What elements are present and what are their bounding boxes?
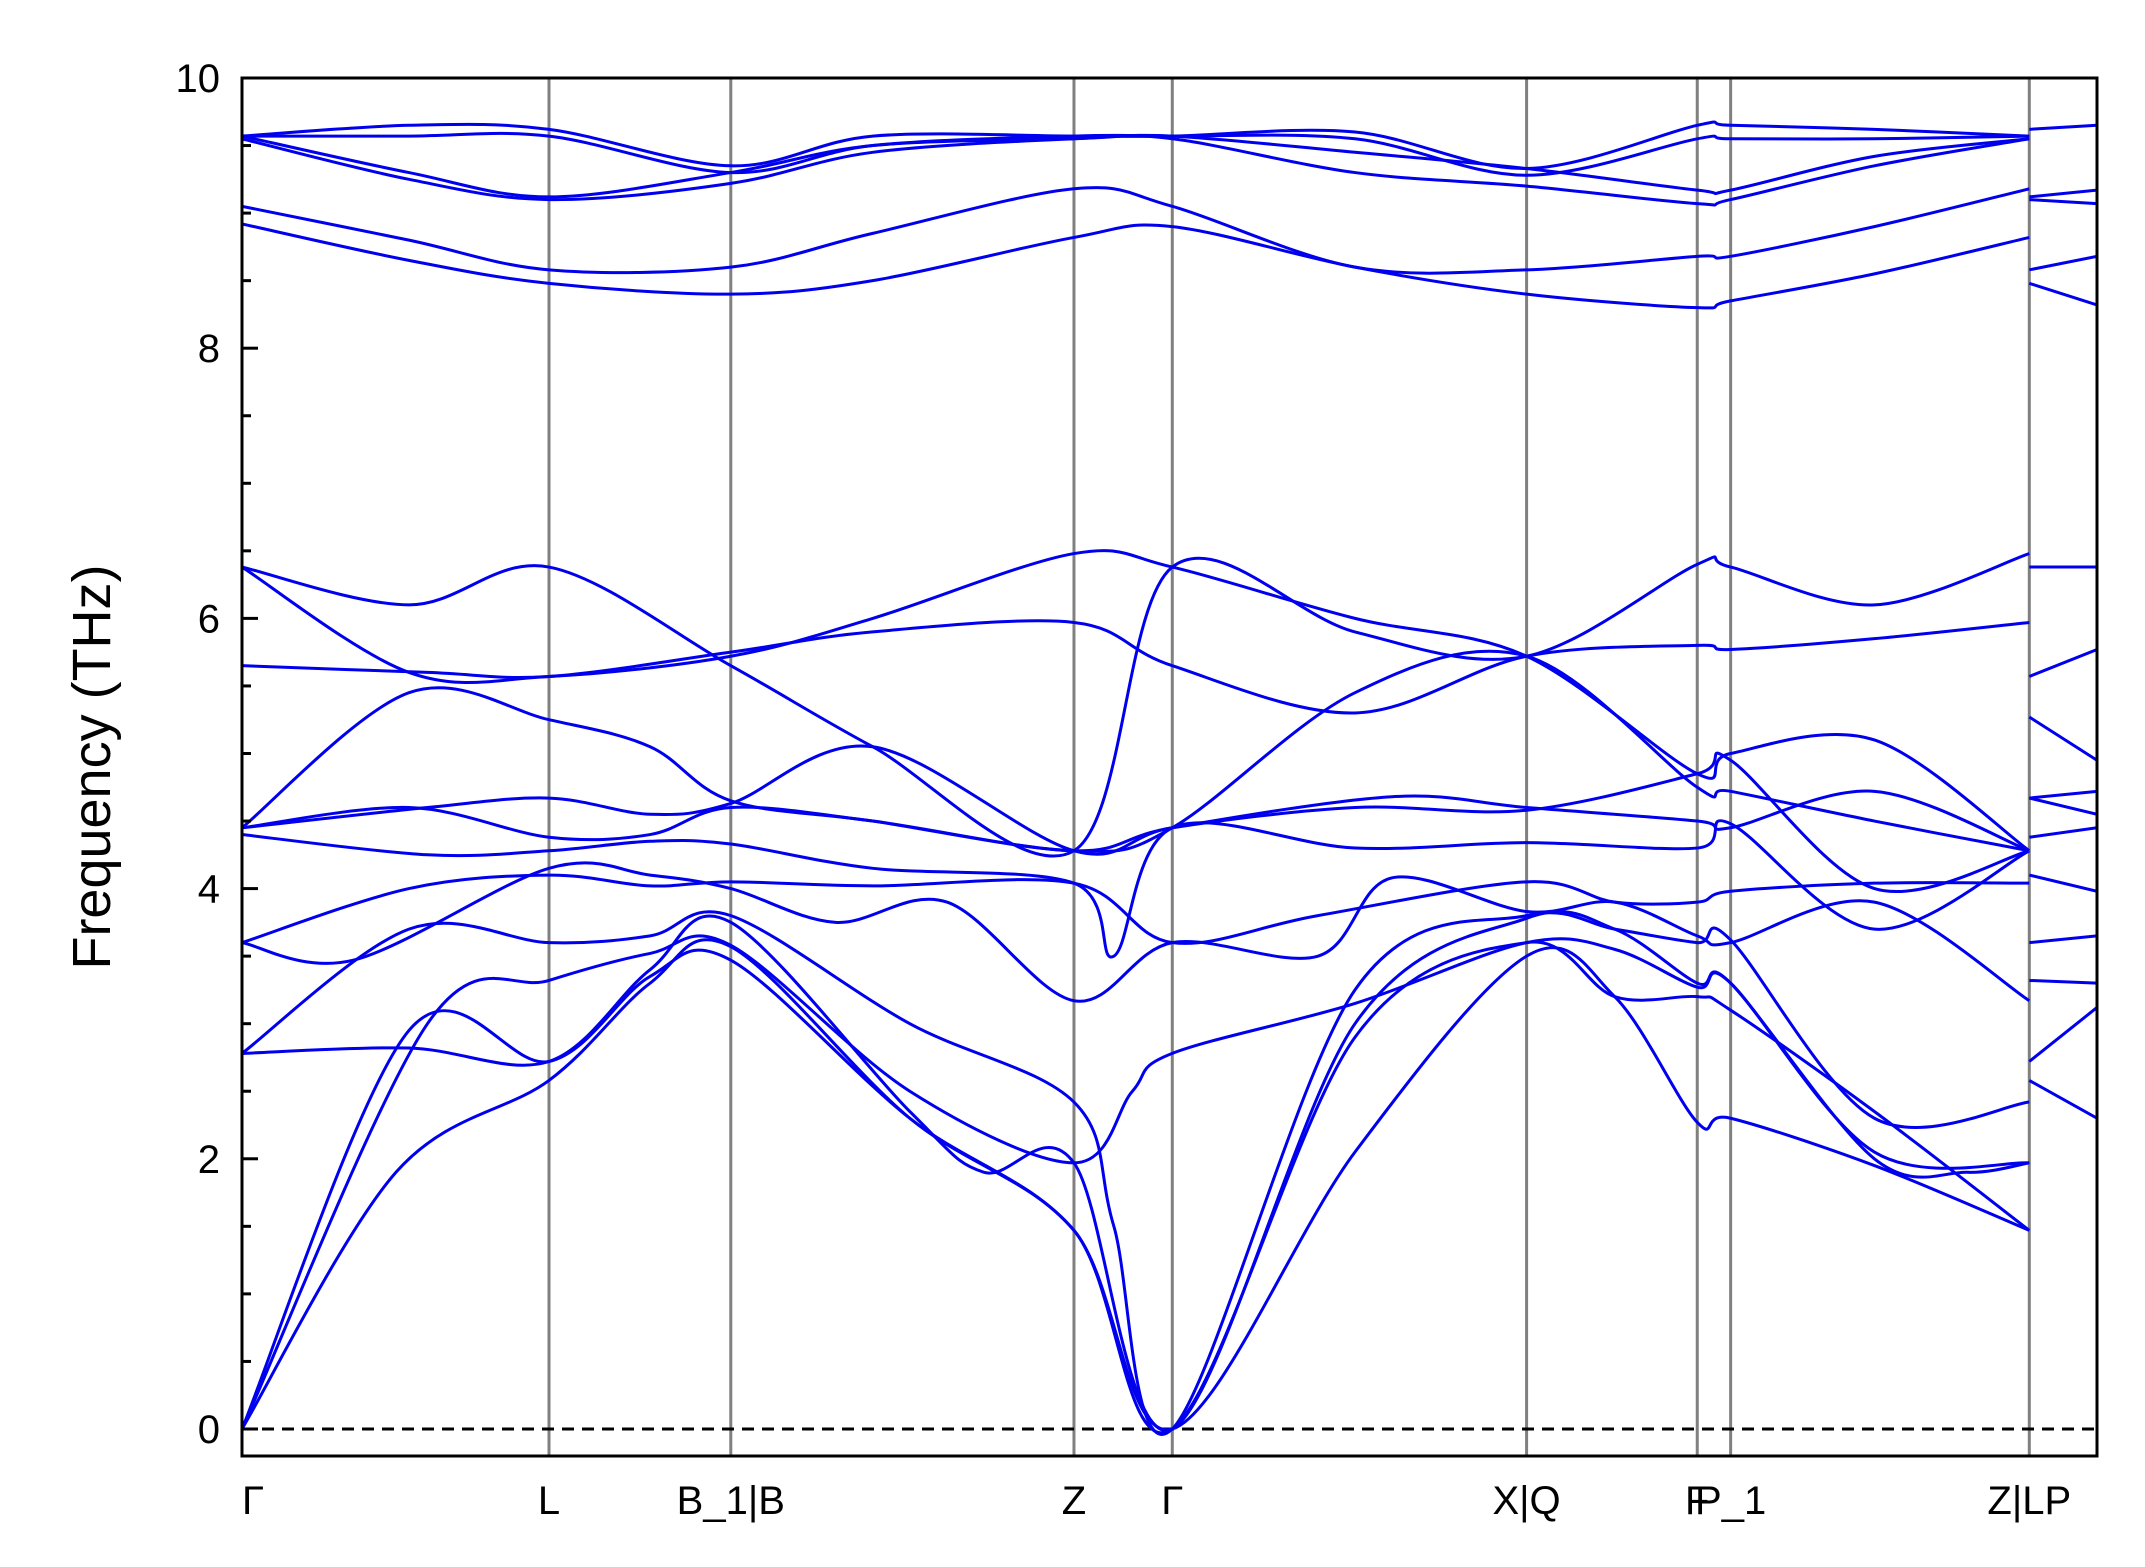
y-axis-ticks: 0 2 4 6 8 10 [176, 57, 258, 1452]
phonon-band-line [2029, 934, 2097, 945]
x-tick-label: B_1|B [677, 1479, 785, 1523]
phonon-band-line [2029, 198, 2097, 206]
phonon-band-line [2028, 873, 2097, 893]
x-tick-label: X|Q [1492, 1479, 1560, 1523]
plot-frame [240, 76, 2099, 1458]
phonon-band-line [242, 222, 2030, 310]
phonon-band-line [2029, 188, 2097, 199]
phonon-band-line [2028, 281, 2097, 307]
phonon-band-line [242, 186, 2030, 275]
x-tick-label: Γ [242, 1479, 264, 1523]
x-axis-kpoint-labels: Γ L B_1|B Z Γ X|Q FP_1 Z|LP [242, 1479, 2071, 1523]
phonon-band-line [242, 649, 2030, 853]
y-tick-label: 2 [198, 1138, 220, 1182]
phonon-band-line [2029, 826, 2097, 839]
y-tick-label: 10 [176, 57, 221, 101]
phonon-band-line [242, 819, 2030, 959]
y-tick-label: 6 [198, 597, 220, 641]
phonon-band-line [242, 619, 2030, 715]
phonon-band-line [242, 134, 2030, 207]
x-tick-label: P_1 [1695, 1479, 1766, 1523]
x-tick-label: L [538, 1479, 560, 1523]
x-tick-label: Z|LP [1987, 1479, 2071, 1523]
phonon-band-line [2029, 789, 2097, 800]
phonon-band-line [242, 120, 2030, 171]
x-tick-label: F [1685, 1479, 1709, 1523]
phonon-band-line [2028, 254, 2097, 272]
phonon-band-line [2028, 796, 2097, 816]
phonon-band-line [242, 133, 2030, 199]
phonon-band-line [242, 873, 2030, 945]
high-symmetry-separators [547, 78, 2031, 1456]
y-tick-label: 8 [198, 327, 220, 371]
phonon-band-line [242, 910, 2030, 1436]
phonon-band-line [2028, 715, 2097, 762]
phonon-band-line [242, 549, 2031, 852]
y-axis-title: Frequency (THz) [62, 564, 122, 969]
y-tick-label: 4 [198, 868, 220, 912]
phonon-band-line [2028, 648, 2097, 678]
phonon-band-line [2029, 123, 2097, 131]
phonon-band-line [242, 552, 2030, 858]
phonon-band-line [242, 789, 2030, 853]
phonon-band-line [242, 744, 2030, 894]
phonon-band-line [242, 938, 2030, 1432]
y-tick-label: 0 [198, 1408, 220, 1452]
x-tick-label: Z [1062, 1479, 1086, 1523]
phonon-band-line [242, 940, 2031, 1434]
phonon-band-line [242, 861, 2031, 1003]
x-tick-label: Γ [1161, 1479, 1183, 1523]
phonon-band-line [2028, 1079, 2097, 1120]
phonon-band-line [242, 910, 2030, 1432]
phonon-band-line [242, 934, 2030, 1430]
phonon-band-line [2029, 978, 2097, 985]
phonon-band-line [242, 131, 2030, 177]
phonon-bands [242, 120, 2097, 1436]
phonon-band-line [2028, 1006, 2097, 1063]
